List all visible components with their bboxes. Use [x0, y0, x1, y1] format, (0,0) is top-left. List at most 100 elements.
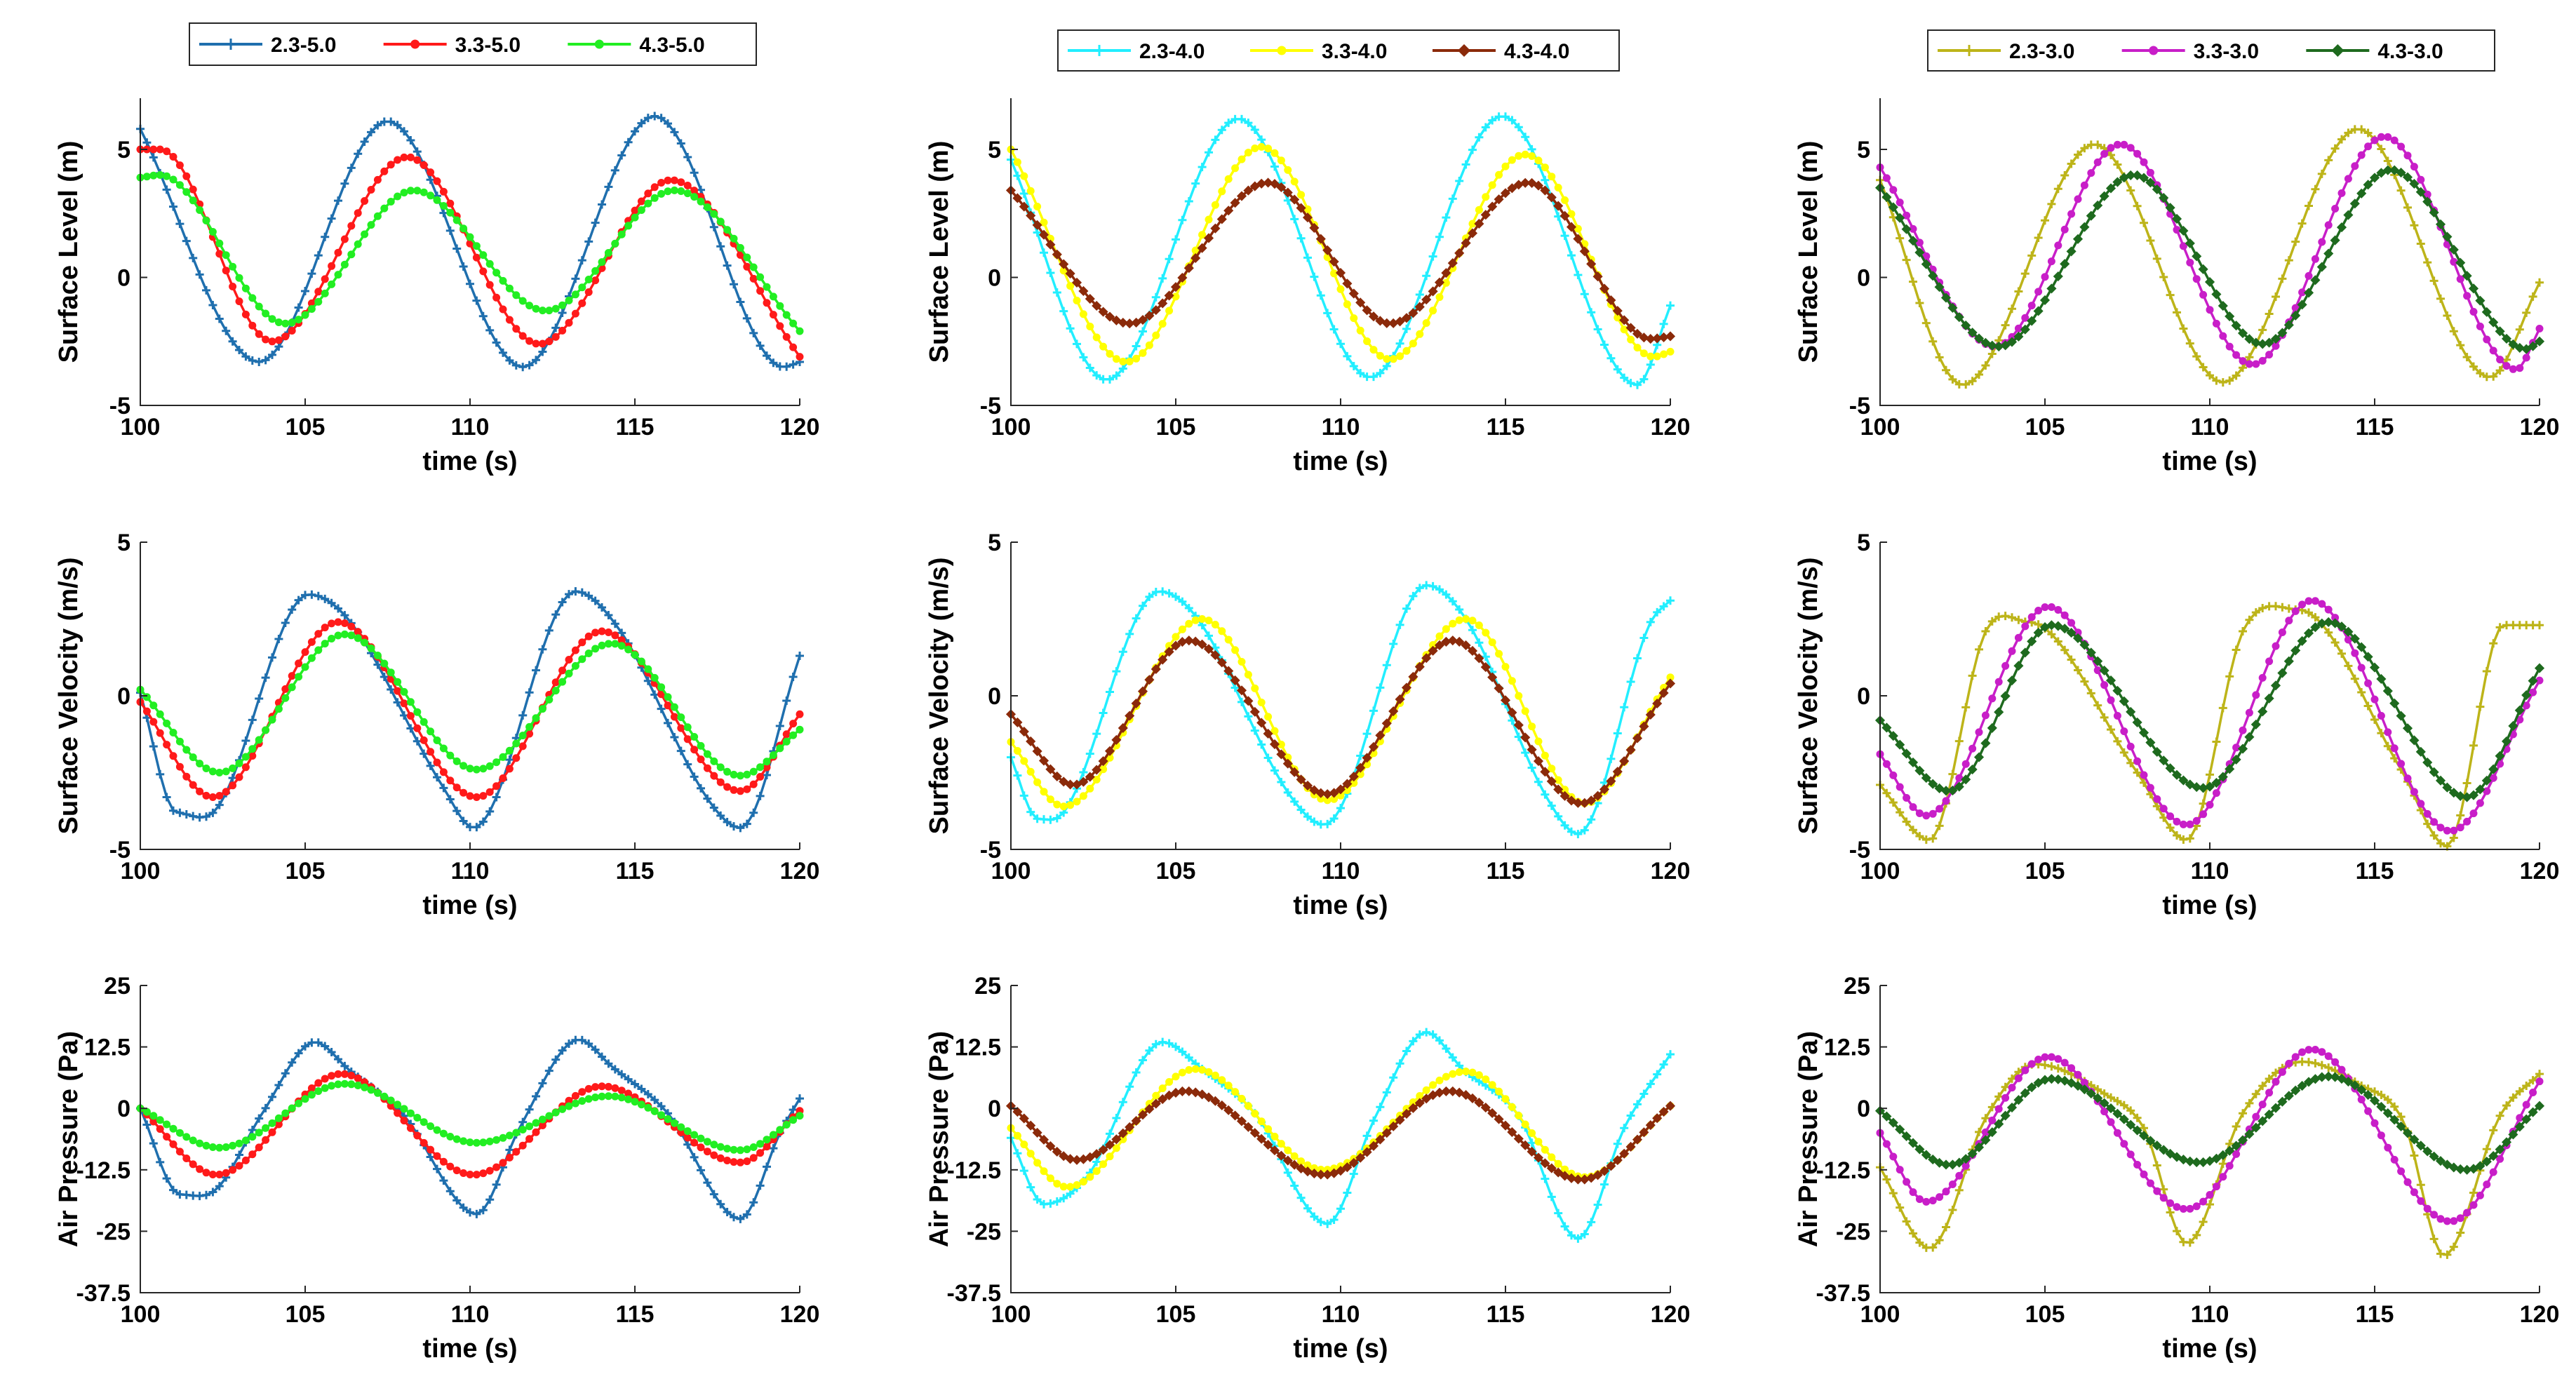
series-4.3-5.0 — [136, 630, 804, 780]
x-axis-label: time (s) — [422, 447, 517, 476]
legend-box — [1057, 29, 1620, 72]
y-axis-label: Air Pressure (Pa) — [54, 1031, 83, 1247]
x-tick-label: 110 — [2191, 1301, 2229, 1328]
x-tick-label: 110 — [1322, 1301, 1360, 1328]
x-tick-label: 120 — [1651, 414, 1691, 440]
y-tick-label: -5 — [980, 837, 1001, 863]
x-tick-label: 100 — [121, 414, 161, 440]
x-tick-label: 120 — [780, 1301, 820, 1328]
y-tick-label: -5 — [1849, 393, 1870, 419]
y-axis-label: Air Pressure (Pa) — [925, 1031, 954, 1247]
x-axis-label: time (s) — [1293, 447, 1388, 476]
y-tick-label: 0 — [1857, 265, 1870, 292]
y-tick-label: 5 — [1857, 137, 1870, 163]
chart-panel-surface-velocity-5.0: -5 0 5 100 105 110 115 120 time (s) Surface Veloc… — [54, 530, 819, 920]
y-tick-label: 12.5 — [84, 1035, 130, 1061]
y-tick-label: 5 — [1857, 530, 1870, 556]
y-tick-label: -37.5 — [1816, 1280, 1871, 1307]
x-tick-label: 110 — [1322, 414, 1360, 440]
x-tick-label: 110 — [2191, 858, 2229, 884]
axes-frame — [140, 542, 800, 850]
series-line — [1009, 617, 1672, 808]
y-tick-label: -12.5 — [1816, 1157, 1871, 1184]
x-tick-label: 105 — [1156, 858, 1196, 884]
x-tick-label: 115 — [616, 1301, 655, 1328]
series-3.3-3.0 — [1876, 1046, 2544, 1225]
series-4.3-3.0 — [1874, 165, 2545, 354]
series-3.3-5.0 — [136, 1070, 804, 1179]
x-tick-label: 115 — [1487, 1301, 1525, 1328]
x-tick-label: 105 — [2025, 858, 2065, 884]
x-axis-label: time (s) — [1293, 891, 1388, 920]
panels-layer: -5 0 5 100 105 110 115 120 time (s) Surface Level… — [54, 98, 2559, 1364]
y-tick-label: -12.5 — [947, 1157, 1002, 1184]
y-axis-label: Surface Level (m) — [1794, 141, 1823, 363]
y-tick-label: 25 — [974, 973, 1001, 1000]
legend-label: 4.3-3.0 — [2377, 40, 2443, 63]
x-tick-label: 115 — [2356, 414, 2394, 440]
x-tick-label: 110 — [451, 414, 490, 440]
legend-label: 2.3-3.0 — [2009, 40, 2074, 63]
x-tick-label: 110 — [1322, 858, 1360, 884]
y-tick-label: -25 — [1836, 1218, 1870, 1245]
series-line — [1879, 168, 2541, 351]
series-4.3-4.0 — [1005, 1086, 1676, 1185]
x-tick-label: 105 — [1156, 414, 1196, 440]
y-tick-label: -37.5 — [76, 1280, 131, 1307]
series-line — [1879, 128, 2541, 386]
legend-entry: 3.3-4.0 — [1250, 40, 1387, 63]
x-axis-label: time (s) — [422, 891, 517, 920]
y-tick-label: -5 — [109, 393, 130, 419]
x-tick-label: 105 — [286, 1301, 326, 1328]
x-tick-label: 100 — [1860, 858, 1900, 884]
series-line — [1879, 600, 2541, 832]
y-axis-label: Surface Velocity (m/s) — [1794, 558, 1823, 835]
legend-2: 2.3-4.0 3.3-4.0 4.3-4.0 — [1057, 29, 1620, 72]
series-2.3-4.0 — [1007, 1028, 1675, 1243]
x-tick-label: 105 — [1156, 1301, 1196, 1328]
y-tick-label: 5 — [117, 530, 130, 556]
legend-label: 4.3-5.0 — [639, 34, 704, 57]
x-tick-label: 105 — [2025, 414, 2065, 440]
x-tick-label: 120 — [2520, 1301, 2560, 1328]
series-2.3-5.0 — [136, 1035, 804, 1223]
x-tick-label: 115 — [2356, 1301, 2394, 1328]
y-tick-label: 0 — [1857, 1096, 1870, 1122]
y-axis-label: Surface Velocity (m/s) — [54, 558, 83, 835]
axes-frame — [1879, 98, 2540, 406]
x-tick-label: 115 — [616, 414, 655, 440]
y-tick-label: 0 — [117, 1096, 130, 1122]
legend-label: 2.3-4.0 — [1139, 40, 1205, 63]
chart-panel-surface-velocity-4.0: -5 0 5 100 105 110 115 120 time (s) Surface Veloc… — [925, 530, 1690, 920]
x-tick-label: 120 — [1651, 1301, 1691, 1328]
y-tick-label: 5 — [988, 137, 1001, 163]
x-tick-label: 115 — [616, 858, 655, 884]
y-tick-label: 0 — [988, 1096, 1001, 1122]
series-3.3-5.0 — [136, 618, 804, 801]
y-tick-label: 12.5 — [955, 1035, 1001, 1061]
x-tick-label: 100 — [1860, 414, 1900, 440]
x-tick-label: 100 — [991, 414, 1031, 440]
x-axis-label: time (s) — [2162, 447, 2257, 476]
chart-panel-air-pressure-4.0: -37.5 -25 -12.5 0 12.5 25 100 105 110 115 120 time … — [925, 973, 1690, 1364]
legend-entry: 2.3-3.0 — [1938, 40, 2074, 63]
y-tick-label: -25 — [967, 1218, 1001, 1245]
y-tick-label: -5 — [980, 393, 1001, 419]
axes-frame — [140, 98, 800, 406]
series-2.3-3.0 — [1876, 602, 2544, 851]
legend-entry: 2.3-5.0 — [199, 34, 336, 57]
y-tick-label: -5 — [109, 837, 130, 863]
chart-panel-surface-level-3.0: -5 0 5 100 105 110 115 120 time (s) Surface Level… — [1794, 98, 2559, 476]
x-tick-label: 115 — [2356, 858, 2394, 884]
y-tick-label: 5 — [988, 530, 1001, 556]
y-tick-label: -12.5 — [76, 1157, 131, 1184]
series-4.3-3.0 — [1874, 1071, 2545, 1175]
legend-box — [1927, 29, 2495, 72]
legend-label: 2.3-5.0 — [271, 34, 336, 57]
x-tick-label: 110 — [451, 858, 490, 884]
series-line — [140, 148, 801, 358]
series-4.3-5.0 — [136, 171, 804, 335]
x-tick-label: 110 — [451, 1301, 490, 1328]
x-tick-label: 105 — [286, 414, 326, 440]
